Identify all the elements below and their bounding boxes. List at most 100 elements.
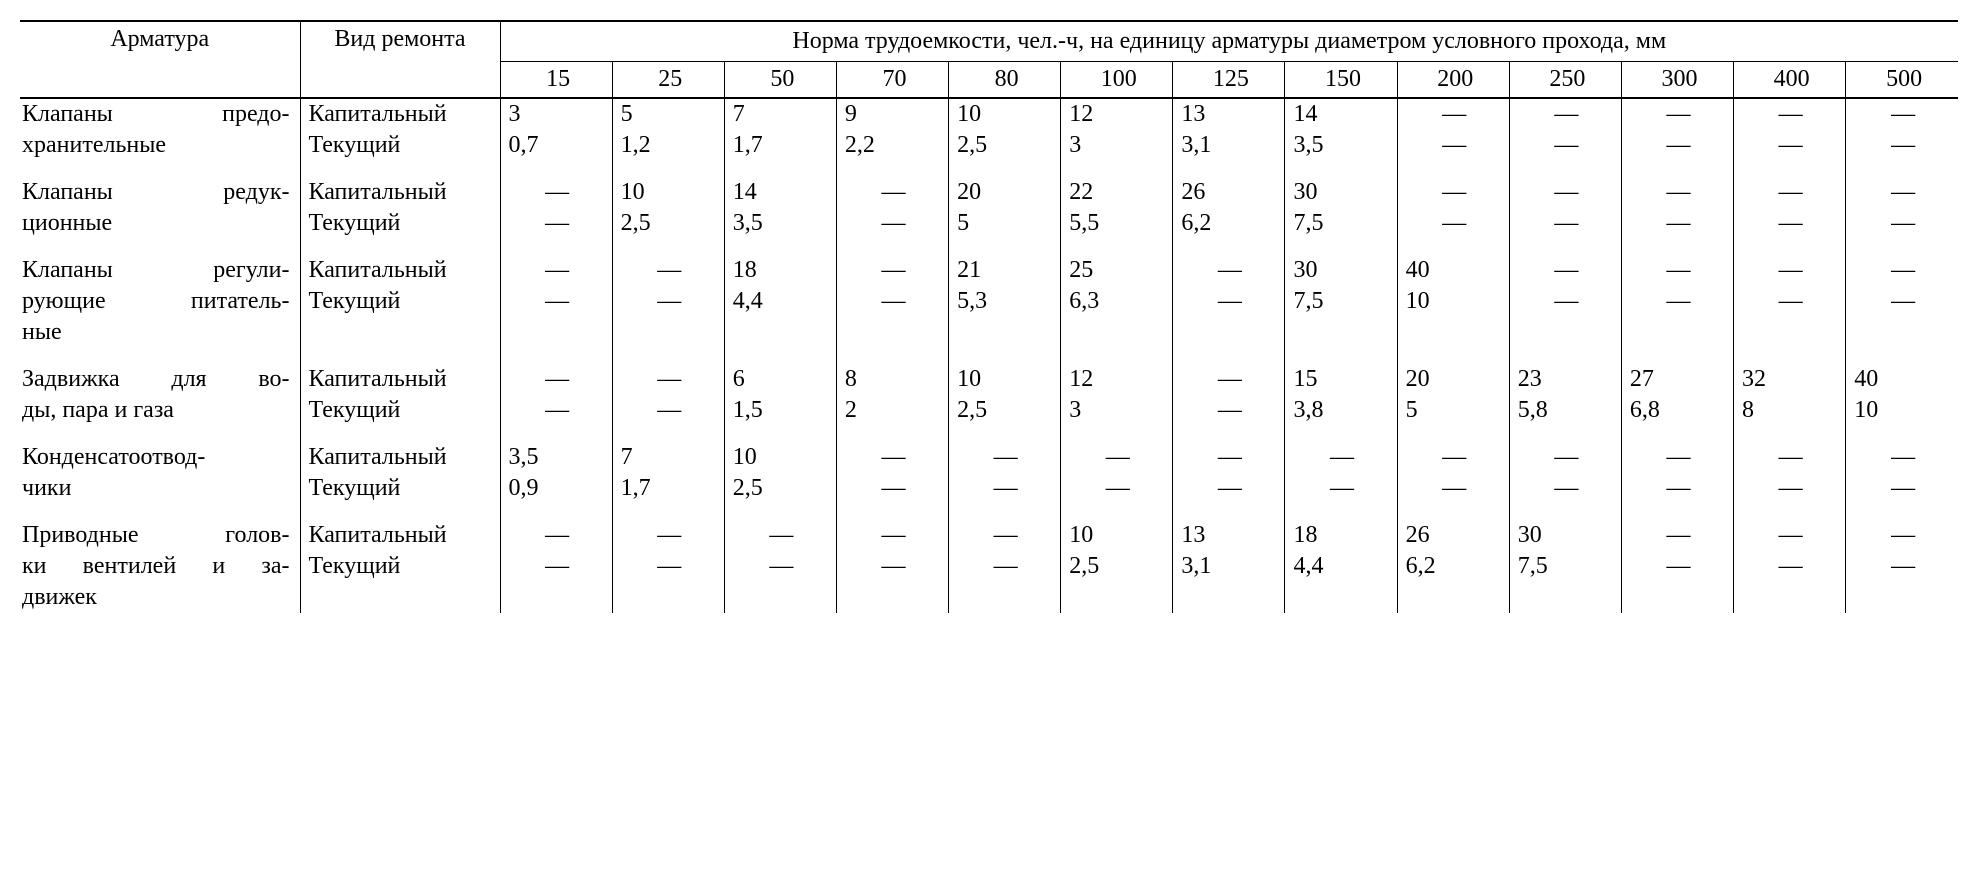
header-diameter: 250 [1509,62,1621,99]
value-cell: — [612,551,724,582]
value-cell: 14 [724,161,836,208]
value-cell: — [1061,426,1173,473]
value-cell: 3,5 [1285,130,1397,161]
value-cell: — [836,286,948,317]
armatura-cell: ки вентилей и за- [20,551,300,582]
value-cell [1621,582,1733,613]
value-cell: — [500,551,612,582]
table-row: Клапаны предо-Капитальный357910121314———… [20,98,1958,130]
value-cell: 12 [1061,348,1173,395]
table-row: Клапаны регули-Капитальный——18—2125—3040… [20,239,1958,286]
value-cell: — [612,239,724,286]
header-diameter: 25 [612,62,724,99]
armatura-cell: ные [20,317,300,348]
value-cell: — [724,551,836,582]
value-cell: — [1846,161,1958,208]
header-diameter: 70 [836,62,948,99]
value-cell: 2,5 [1061,551,1173,582]
value-cell: — [500,348,612,395]
value-cell: — [1621,473,1733,504]
value-cell [500,582,612,613]
value-cell: — [1734,130,1846,161]
value-cell: — [1734,504,1846,551]
value-cell: 4,4 [1285,551,1397,582]
value-cell: 3,1 [1173,130,1285,161]
value-cell: — [1509,208,1621,239]
value-cell [1509,317,1621,348]
table-row: Задвижка для во-Капитальный——681012—1520… [20,348,1958,395]
value-cell: — [1397,98,1509,130]
value-cell: 32 [1734,348,1846,395]
value-cell [836,317,948,348]
value-cell: — [500,208,612,239]
vid-remonta-cell: Капитальный [300,504,500,551]
value-cell: — [949,426,1061,473]
vid-remonta-cell [300,582,500,613]
table-row: Клапаны редук-Капитальный—1014—20222630—… [20,161,1958,208]
value-cell: 8 [836,348,948,395]
value-cell: 6,8 [1621,395,1733,426]
vid-remonta-cell: Текущий [300,208,500,239]
value-cell: 1,2 [612,130,724,161]
value-cell [724,317,836,348]
header-diameter: 100 [1061,62,1173,99]
value-cell: 30 [1285,161,1397,208]
value-cell: 18 [1285,504,1397,551]
value-cell [612,582,724,613]
value-cell: — [1285,426,1397,473]
value-cell: — [1846,130,1958,161]
value-cell [1173,317,1285,348]
value-cell: — [1061,473,1173,504]
value-cell: 5,8 [1509,395,1621,426]
value-cell: 0,9 [500,473,612,504]
value-cell [724,582,836,613]
value-cell: — [1173,395,1285,426]
header-diameter: 400 [1734,62,1846,99]
header-vid-remonta: Вид ремонта [300,21,500,98]
value-cell: — [1846,239,1958,286]
value-cell: 22 [1061,161,1173,208]
value-cell: — [1846,98,1958,130]
value-cell: — [1621,130,1733,161]
vid-remonta-cell: Капитальный [300,348,500,395]
value-cell: 15 [1285,348,1397,395]
header-diameter: 200 [1397,62,1509,99]
value-cell [1285,317,1397,348]
header-diameter: 300 [1621,62,1733,99]
value-cell: 1,5 [724,395,836,426]
value-cell: — [836,504,948,551]
value-cell: 3,5 [500,426,612,473]
value-cell: 7,5 [1285,208,1397,239]
value-cell: — [500,395,612,426]
value-cell: — [1173,473,1285,504]
table-row: ные [20,317,1958,348]
value-cell: 20 [1397,348,1509,395]
value-cell: 4,4 [724,286,836,317]
value-cell [949,317,1061,348]
value-cell: 8 [1734,395,1846,426]
vid-remonta-cell: Капитальный [300,98,500,130]
value-cell: 10 [612,161,724,208]
value-cell: — [836,473,948,504]
value-cell: — [1397,161,1509,208]
value-cell: — [1621,208,1733,239]
table-row: Приводные голов-Капитальный—————10131826… [20,504,1958,551]
value-cell: — [1734,161,1846,208]
value-cell: — [1397,473,1509,504]
header-armatura: Арматура [20,21,300,98]
value-cell: — [724,504,836,551]
value-cell: 10 [1846,395,1958,426]
value-cell [1061,582,1173,613]
value-cell: — [1621,286,1733,317]
value-cell: 5 [1397,395,1509,426]
header-diameter: 125 [1173,62,1285,99]
value-cell: — [1173,426,1285,473]
value-cell [836,582,948,613]
table-body: Клапаны предо-Капитальный357910121314———… [20,98,1958,613]
value-cell: — [1509,98,1621,130]
header-diameter: 150 [1285,62,1397,99]
value-cell: 20 [949,161,1061,208]
armatura-cell: Задвижка для во- [20,348,300,395]
value-cell: — [836,208,948,239]
value-cell: — [1846,426,1958,473]
